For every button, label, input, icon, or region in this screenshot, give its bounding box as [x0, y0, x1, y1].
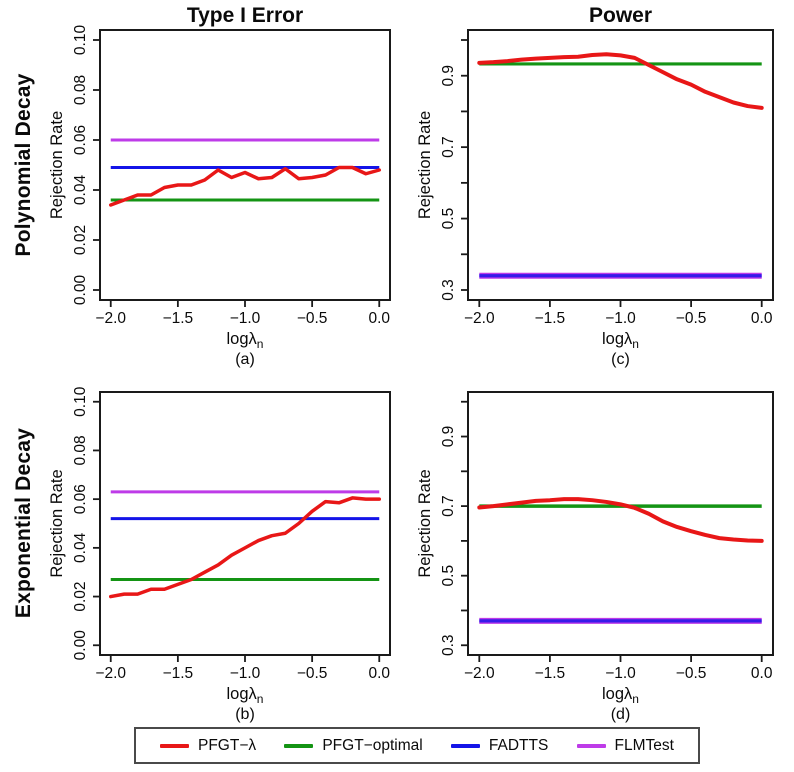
x-tick-label: −0.5	[297, 310, 328, 327]
x-tick-label: −2.0	[464, 665, 495, 682]
y-tick-label: 0.06	[72, 125, 89, 155]
y-tick-label: 0.08	[72, 75, 89, 105]
panel-caption: (b)	[235, 706, 255, 723]
panel-b-svg: −2.0 −1.5 −1.0 −0.5 0.0 0.00 0.02 0.04 0.06 0.08 0…	[48, 386, 391, 723]
y-axis-label: Rejection Rate	[416, 469, 434, 577]
x-axis-label-subscript: n	[632, 692, 639, 706]
x-tick-label: −1.5	[163, 310, 194, 327]
x-tick-label: −2.0	[464, 310, 495, 327]
y-tick-label: 0.3	[440, 634, 457, 656]
y-tick-label: 0.00	[72, 630, 89, 661]
x-axis-label: logλn	[227, 330, 264, 351]
y-tick-label: 0.02	[72, 225, 89, 255]
x-tick-label: −2.0	[95, 310, 126, 327]
y-tick-label: 0.06	[72, 484, 89, 514]
column-title: Power	[589, 4, 652, 27]
y-axis-label: Rejection Rate	[416, 111, 434, 219]
legend-label: PFGT−λ	[198, 736, 257, 754]
series-pfgt	[108, 496, 382, 599]
row-label-exponential-decay: Exponential Decay	[12, 427, 35, 619]
legend-item-pfgt-optimal: PFGT−optimal	[284, 736, 423, 755]
y-tick-label: 0.04	[72, 532, 89, 563]
column-title: Type I Error	[187, 4, 303, 27]
series-pfgt	[477, 52, 764, 110]
legend-line-swatch	[450, 743, 480, 748]
legend-label: FLMTest	[614, 736, 674, 754]
x-axis-label-subscript: n	[632, 337, 639, 351]
legend-item-pfgt: PFGT−λ	[160, 737, 256, 755]
y-axis-label: Rejection Rate	[48, 111, 66, 219]
x-tick-label: −1.5	[535, 665, 566, 682]
panel-type1-exponential: −2.0 −1.5 −1.0 −0.5 0.0 0.00 0.02 0.04 0.06 0.08 0…	[40, 372, 400, 729]
plot-box	[99, 391, 391, 656]
x-tick-label: −1.0	[605, 310, 636, 327]
y-tick-label: 0.7	[440, 495, 457, 517]
legend-line-swatch	[160, 743, 189, 748]
y-tick-label: 0.02	[72, 581, 89, 611]
y-axis-label: Rejection Rate	[48, 469, 66, 577]
x-tick-label: −0.5	[676, 665, 707, 682]
x-axis-label-subscript: n	[257, 337, 264, 351]
x-tick-label: −0.5	[297, 665, 328, 682]
y-tick-label: 0.3	[440, 279, 457, 301]
row-label-polynomial-decay: Polynomial Decay	[12, 73, 35, 257]
legend: PFGT−λ PFGT−optimal FADTTS FLMTest	[134, 727, 700, 764]
x-tick-label: 0.0	[368, 310, 390, 327]
y-tick-label: 0.7	[440, 136, 457, 158]
x-tick-label: −0.5	[676, 310, 707, 327]
y-tick-label: 0.9	[440, 426, 457, 448]
x-tick-label: −1.0	[230, 665, 261, 682]
y-tick-label: 0.10	[72, 386, 89, 417]
x-tick-label: −2.0	[95, 665, 126, 682]
x-tick-label: −1.0	[605, 665, 636, 682]
panel-a-svg: Type I Error −2.0 −1.5 −1.0 −0.5 0.0 0.00 0.02 0…	[48, 4, 391, 368]
legend-item-flmtest: FLMTest	[576, 736, 674, 755]
series-pfgt	[108, 165, 382, 207]
y-tick-label: 0.9	[440, 65, 457, 87]
series-pfgt	[477, 497, 764, 543]
legend-line-swatch	[284, 743, 314, 748]
panel-power-polynomial: Power −2.0 −1.5 −1.0 −0.5 0.0 0.3 0.5 0.7 0.9 Reje…	[400, 0, 794, 377]
x-axis-label: logλn	[227, 685, 264, 706]
x-tick-label: −1.5	[535, 310, 566, 327]
plot-box	[99, 29, 391, 301]
panel-caption: (c)	[611, 351, 630, 368]
legend-line-swatch	[576, 743, 606, 748]
plot-box	[467, 29, 774, 301]
x-tick-label: 0.0	[751, 310, 773, 327]
y-tick-label: 0.5	[440, 208, 457, 230]
panel-caption: (d)	[611, 706, 631, 723]
panel-d-svg: −2.0 −1.5 −1.0 −0.5 0.0 0.3 0.5 0.7 0.9 Rejection…	[416, 391, 774, 723]
plot-box	[467, 391, 774, 656]
x-tick-label: 0.0	[751, 665, 773, 682]
panel-power-exponential: −2.0 −1.5 −1.0 −0.5 0.0 0.3 0.5 0.7 0.9 Rejection…	[400, 372, 794, 729]
y-tick-label: 0.04	[72, 175, 89, 206]
x-axis-label: logλn	[602, 685, 639, 706]
x-tick-label: −1.0	[230, 310, 261, 327]
x-tick-label: 0.0	[368, 665, 390, 682]
y-tick-label: 0.08	[72, 435, 89, 465]
x-axis-label: logλn	[602, 330, 639, 351]
y-tick-label: 0.00	[72, 275, 89, 306]
x-axis-label-subscript: n	[257, 692, 264, 706]
y-tick-label: 0.5	[440, 565, 457, 587]
panel-c-svg: Power −2.0 −1.5 −1.0 −0.5 0.0 0.3 0.5 0.7 0.9 Reje…	[416, 4, 774, 368]
legend-label: PFGT−optimal	[322, 736, 423, 754]
panel-caption: (a)	[235, 351, 255, 368]
legend-label: FADTTS	[488, 736, 549, 754]
panel-type1-polynomial: Type I Error −2.0 −1.5 −1.0 −0.5 0.0 0.00 0.02 0…	[40, 0, 400, 377]
y-tick-label: 0.10	[72, 25, 89, 56]
legend-item-fadtts: FADTTS	[450, 736, 549, 755]
x-tick-label: −1.5	[163, 665, 194, 682]
